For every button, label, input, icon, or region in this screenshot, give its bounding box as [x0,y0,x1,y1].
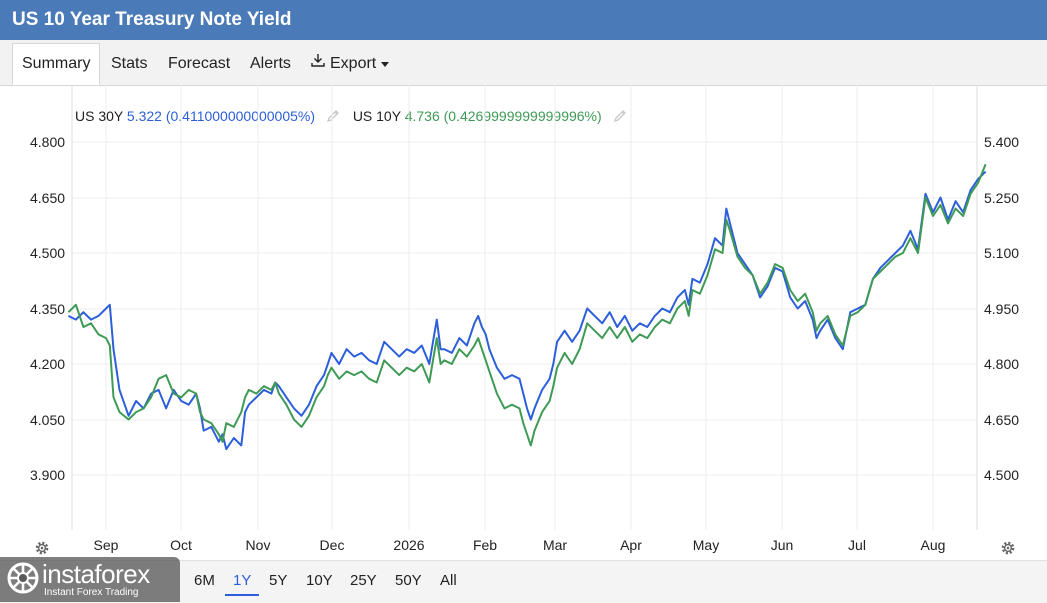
right-y-tick-label: 4.800 [984,356,1019,372]
range-50y-button[interactable]: 50Y [395,572,422,589]
logo-brand-text: instaforex [42,559,150,589]
range-all-button[interactable]: All [440,572,457,589]
instaforex-logo-icon [6,561,40,600]
right-y-tick-label: 4.650 [984,412,1019,428]
download-icon [310,44,326,84]
left-y-tick-label: 4.050 [30,412,65,428]
x-tick-label: Mar [543,537,567,553]
left-y-tick-label: 4.350 [30,301,65,317]
left-settings-gear-icon[interactable] [33,539,51,562]
yield-line-chart[interactable]: 4.800 4.650 4.500 4.350 4.200 4.050 3.900 5.400… [0,85,1047,560]
tab-alerts[interactable]: Alerts [250,55,291,72]
chart-legend: US 30Y 5.322 (0.411000000000005%) US 10Y… [75,108,636,127]
range-5y-button[interactable]: 5Y [269,572,288,589]
export-label: Export [330,55,377,73]
us10y-series-line [67,163,987,447]
legend-series-value: 4.736 [404,108,440,125]
x-tick-label: Feb [473,537,497,553]
right-y-tick-label: 5.100 [984,245,1019,261]
legend-series-name: US 10Y [352,108,401,125]
legend-item-us30y[interactable]: US 30Y 5.322 (0.411000000000005%) [75,108,341,127]
legend-series-change: (0.411000000000005%) [165,108,316,125]
tab-summary[interactable]: Summary [12,43,101,85]
logo-tagline: Instant Forex Trading [44,587,139,598]
range-10y-button[interactable]: 10Y [306,572,333,589]
right-settings-gear-icon[interactable] [999,539,1017,562]
range-6m-button[interactable]: 6M [194,572,215,589]
tab-forecast[interactable]: Forecast [168,55,231,72]
x-tick-label: Apr [620,537,642,553]
x-tick-label: Jul [848,537,866,553]
x-tick-label: Oct [170,537,192,553]
chevron-down-icon [381,61,390,67]
pencil-icon[interactable] [325,108,341,127]
legend-series-name: US 30Y [75,108,123,125]
left-y-tick-label: 4.650 [30,190,65,206]
tab-bar: Summary Stats Forecast Alerts Export [0,40,1047,86]
legend-series-change: (0.4269999999999996%) [443,108,602,125]
right-y-tick-label: 4.950 [984,301,1019,317]
x-tick-label: Jun [771,537,794,553]
tab-stats[interactable]: Stats [111,55,148,72]
right-y-tick-label: 5.250 [984,190,1019,206]
left-y-tick-label: 4.800 [30,134,65,150]
us30y-series-line [67,170,987,451]
left-y-tick-label: 3.900 [30,467,65,483]
left-y-tick-label: 4.500 [30,245,65,261]
page-title: US 10 Year Treasury Note Yield [12,9,292,30]
x-tick-label: Aug [921,537,946,553]
left-y-tick-label: 4.200 [30,356,65,372]
legend-item-us10y[interactable]: US 10Y 4.736 (0.4269999999999996%) [353,108,628,127]
right-y-tick-label: 5.400 [984,134,1019,150]
x-tick-label: Dec [320,537,345,553]
tab-export[interactable]: Export [300,44,399,84]
legend-series-value: 5.322 [126,108,162,125]
range-1y-button[interactable]: 1Y [225,572,260,596]
x-tick-label: Nov [246,537,271,553]
pencil-icon[interactable] [612,108,628,127]
x-tick-label: Sep [94,537,119,553]
x-tick-label: 2026 [393,537,424,553]
range-25y-button[interactable]: 25Y [350,572,377,589]
title-bar: US 10 Year Treasury Note Yield [0,0,1047,41]
right-y-tick-label: 4.500 [984,467,1019,483]
instaforex-logo: instaforex Instant Forex Trading [0,557,180,602]
x-tick-label: May [693,537,719,553]
